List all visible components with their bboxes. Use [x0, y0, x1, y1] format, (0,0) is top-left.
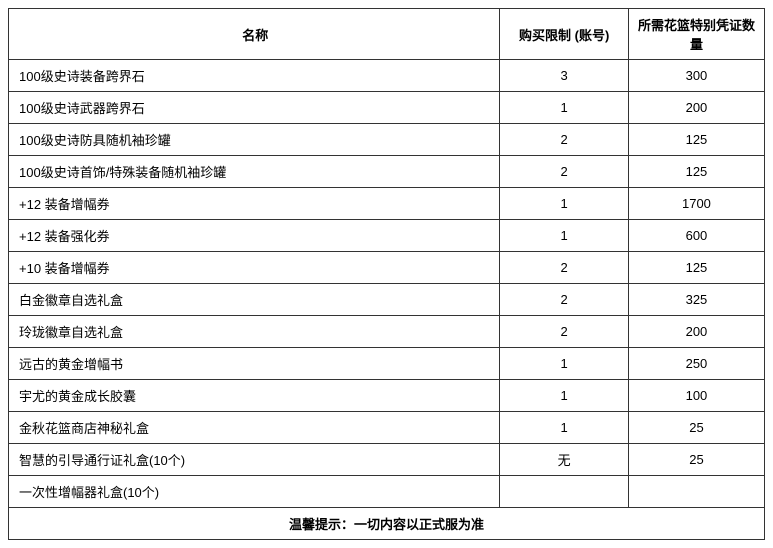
cell-cost: 125 — [628, 156, 764, 188]
table-footer: 温馨提示：一切内容以正式服为准 — [9, 508, 765, 540]
cell-limit: 1 — [500, 92, 629, 124]
cell-cost: 325 — [628, 284, 764, 316]
cell-name: 100级史诗装备跨界石 — [9, 60, 500, 92]
cell-limit: 1 — [500, 348, 629, 380]
table-row: 远古的黄金增幅书1250 — [9, 348, 765, 380]
cell-cost: 25 — [628, 444, 764, 476]
table-row: +10 装备增幅券2125 — [9, 252, 765, 284]
table-row: 智慧的引导通行证礼盒(10个)无25 — [9, 444, 765, 476]
shop-table: 名称 购买限制 (账号) 所需花篮特别凭证数量 100级史诗装备跨界石33001… — [8, 8, 765, 540]
cell-limit: 1 — [500, 380, 629, 412]
table-row: +12 装备强化券1600 — [9, 220, 765, 252]
footer-text: 温馨提示：一切内容以正式服为准 — [9, 508, 765, 540]
cell-name: +12 装备增幅券 — [9, 188, 500, 220]
table-header: 名称 购买限制 (账号) 所需花篮特别凭证数量 — [9, 9, 765, 60]
table-row: 100级史诗武器跨界石1200 — [9, 92, 765, 124]
cell-limit: 3 — [500, 60, 629, 92]
table-row: 金秋花篮商店神秘礼盒125 — [9, 412, 765, 444]
cell-name: 100级史诗武器跨界石 — [9, 92, 500, 124]
cell-limit: 无 — [500, 444, 629, 476]
cell-cost: 250 — [628, 348, 764, 380]
cell-name: 智慧的引导通行证礼盒(10个) — [9, 444, 500, 476]
cell-name: +12 装备强化券 — [9, 220, 500, 252]
table-row: 100级史诗首饰/特殊装备随机袖珍罐2125 — [9, 156, 765, 188]
cell-cost: 200 — [628, 316, 764, 348]
cell-cost: 25 — [628, 412, 764, 444]
table-row: 宇尤的黄金成长胶囊1100 — [9, 380, 765, 412]
cell-name: 宇尤的黄金成长胶囊 — [9, 380, 500, 412]
cell-limit: 2 — [500, 316, 629, 348]
table-row: 100级史诗装备跨界石3300 — [9, 60, 765, 92]
cell-cost — [628, 476, 764, 508]
cell-cost: 200 — [628, 92, 764, 124]
cell-limit: 1 — [500, 220, 629, 252]
cell-cost: 300 — [628, 60, 764, 92]
cell-limit: 2 — [500, 156, 629, 188]
header-name: 名称 — [9, 9, 500, 60]
table-row: +12 装备增幅券11700 — [9, 188, 765, 220]
cell-cost: 125 — [628, 252, 764, 284]
cell-cost: 125 — [628, 124, 764, 156]
header-row: 名称 购买限制 (账号) 所需花篮特别凭证数量 — [9, 9, 765, 60]
cell-name: 金秋花篮商店神秘礼盒 — [9, 412, 500, 444]
header-cost: 所需花篮特别凭证数量 — [628, 9, 764, 60]
table-row: 一次性增幅器礼盒(10个) — [9, 476, 765, 508]
cell-limit: 1 — [500, 412, 629, 444]
table-body: 100级史诗装备跨界石3300100级史诗武器跨界石1200100级史诗防具随机… — [9, 60, 765, 508]
cell-limit: 2 — [500, 284, 629, 316]
cell-name: 玲珑徽章自选礼盒 — [9, 316, 500, 348]
header-limit: 购买限制 (账号) — [500, 9, 629, 60]
table-row: 白金徽章自选礼盒2325 — [9, 284, 765, 316]
cell-limit: 2 — [500, 252, 629, 284]
cell-name: 一次性增幅器礼盒(10个) — [9, 476, 500, 508]
table-row: 100级史诗防具随机袖珍罐2125 — [9, 124, 765, 156]
cell-name: 远古的黄金增幅书 — [9, 348, 500, 380]
cell-cost: 600 — [628, 220, 764, 252]
table-row: 玲珑徽章自选礼盒2200 — [9, 316, 765, 348]
cell-name: 100级史诗首饰/特殊装备随机袖珍罐 — [9, 156, 500, 188]
cell-cost: 100 — [628, 380, 764, 412]
cell-limit — [500, 476, 629, 508]
cell-cost: 1700 — [628, 188, 764, 220]
footer-row: 温馨提示：一切内容以正式服为准 — [9, 508, 765, 540]
cell-name: 白金徽章自选礼盒 — [9, 284, 500, 316]
cell-limit: 1 — [500, 188, 629, 220]
cell-name: 100级史诗防具随机袖珍罐 — [9, 124, 500, 156]
cell-limit: 2 — [500, 124, 629, 156]
cell-name: +10 装备增幅券 — [9, 252, 500, 284]
